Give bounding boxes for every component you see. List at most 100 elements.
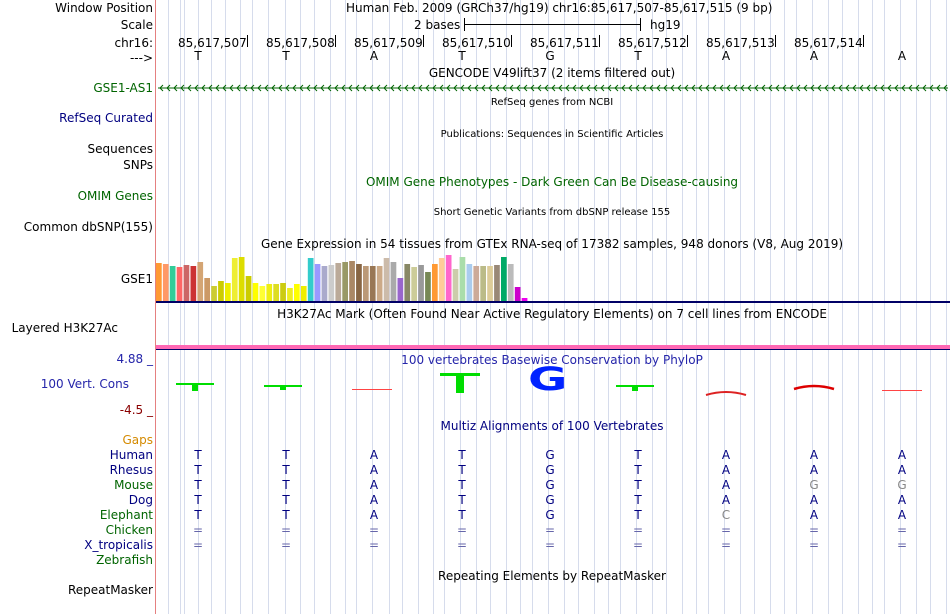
gene-strand-chevron	[201, 84, 206, 92]
ruler-position: 85,617,508	[266, 36, 335, 50]
gene-strand-chevron	[691, 84, 696, 92]
alignment-base: T	[458, 508, 466, 522]
gencode-track-title: GENCODE V49lift37 (2 items filtered out)	[428, 66, 676, 80]
track-label-dbsnp[interactable]: Common dbSNP(155)	[23, 220, 153, 234]
gtex-tissue-bar	[466, 264, 473, 301]
gene-strand-chevron	[642, 84, 647, 92]
scale-text: 2 bases	[414, 18, 461, 32]
gene-strand-chevron	[572, 84, 577, 92]
gene-strand-chevron	[789, 84, 794, 92]
gene-strand-chevron	[404, 84, 409, 92]
alignment-base: =	[544, 523, 556, 537]
gtex-tissue-bar	[156, 263, 162, 301]
species-label-elephant[interactable]: Elephant	[99, 508, 153, 522]
alignment-base: =	[192, 523, 204, 537]
track-label-sequences[interactable]: Sequences	[87, 142, 153, 156]
track-label-snps[interactable]: SNPs	[123, 158, 153, 172]
gtex-tissue-bar	[369, 266, 376, 301]
alignment-base: T	[282, 478, 290, 492]
alignment-base: T	[458, 478, 466, 492]
gene-strand-chevron	[761, 84, 766, 92]
gene-strand-chevron	[796, 84, 801, 92]
gene-strand-chevron	[383, 84, 388, 92]
reference-base: T	[634, 49, 642, 63]
gene-strand-chevron	[873, 84, 878, 92]
h3k27ac-signal-band	[156, 345, 950, 350]
species-label-dog[interactable]: Dog	[128, 493, 153, 507]
gene-strand-chevron	[432, 84, 437, 92]
gene-strand-chevron	[859, 84, 864, 92]
gtex-tissue-bar	[487, 266, 493, 301]
reference-base: T	[458, 49, 466, 63]
gtex-tissue-bar	[425, 272, 431, 301]
gene-strand-chevron	[278, 84, 283, 92]
gtex-tissue-bar	[473, 266, 480, 301]
track-label-conservation[interactable]: 100 Vert. Cons	[40, 377, 129, 391]
alignment-base: =	[368, 523, 380, 537]
gene-strand-chevron	[810, 84, 815, 92]
gse1-as1-gene-line[interactable]	[156, 82, 950, 94]
gene-strand-chevron	[474, 84, 479, 92]
conservation-track-title: 100 vertebrates Basewise Conservation by…	[401, 353, 703, 367]
gtex-tissue-bar	[300, 286, 307, 301]
species-label-chicken[interactable]: Chicken	[105, 523, 153, 537]
alignment-base: =	[632, 523, 644, 537]
gtex-tissue-bar	[197, 262, 204, 301]
repeatmasker-track-title: Repeating Elements by RepeatMasker	[438, 569, 666, 583]
species-label-human[interactable]: Human	[109, 448, 153, 462]
track-label-gaps[interactable]: Gaps	[122, 433, 153, 447]
track-label-repeatmasker[interactable]: RepeatMasker	[67, 583, 153, 597]
gene-strand-chevron	[894, 84, 899, 92]
gene-strand-chevron	[285, 84, 290, 92]
gtex-tissue-bar	[501, 257, 507, 301]
gtex-tissue-bar	[342, 262, 348, 301]
species-label-zebrafish[interactable]: Zebrafish	[96, 553, 153, 567]
alignment-base: T	[634, 463, 642, 477]
track-label-refseq[interactable]: RefSeq Curated	[59, 111, 153, 125]
gtex-tissue-bar	[507, 264, 514, 301]
gtex-expression-bars[interactable]	[156, 254, 536, 302]
gene-strand-chevron	[677, 84, 682, 92]
species-label-mouse[interactable]: Mouse	[114, 478, 153, 492]
gtex-tissue-bar	[404, 264, 411, 301]
gene-strand-chevron	[453, 84, 458, 92]
gtex-tissue-bar	[390, 262, 397, 301]
phylop-conservation-graph[interactable]	[156, 365, 950, 405]
gtex-tissue-bar	[280, 283, 286, 301]
gene-strand-chevron	[726, 84, 731, 92]
gene-strand-chevron	[705, 84, 710, 92]
gene-strand-chevron	[656, 84, 661, 92]
gene-strand-chevron	[845, 84, 850, 92]
reference-base: A	[897, 49, 907, 63]
track-label-gse1-as1[interactable]: GSE1-AS1	[93, 81, 153, 95]
gene-strand-chevron	[495, 84, 500, 92]
gtex-tissue-bar	[418, 265, 424, 301]
dbsnp-track-title: Short Genetic Variants from dbSNP releas…	[433, 207, 671, 218]
track-label-omim[interactable]: OMIM Genes	[77, 189, 153, 203]
omim-track-title: OMIM Gene Phenotypes - Dark Green Can Be…	[365, 175, 739, 189]
ruler-tick	[687, 35, 688, 47]
gene-strand-chevron	[397, 84, 402, 92]
reference-base: A	[721, 49, 731, 63]
gtex-tissue-bar	[162, 264, 169, 301]
gtex-tissue-bar	[459, 257, 466, 301]
gene-strand-chevron	[579, 84, 584, 92]
gtex-tissue-bar	[273, 284, 279, 301]
gene-strand-chevron	[551, 84, 556, 92]
alignment-base: T	[194, 448, 202, 462]
species-label-x_tropicalis[interactable]: X_tropicalis	[84, 538, 153, 552]
reference-base: G	[545, 49, 555, 63]
track-label-h3k27ac[interactable]: Layered H3K27Ac	[11, 321, 118, 335]
alignment-base: =	[896, 538, 908, 552]
gene-strand-chevron	[600, 84, 605, 92]
gene-strand-chevron	[208, 84, 213, 92]
species-label-rhesus[interactable]: Rhesus	[109, 463, 153, 477]
alignment-base: C	[721, 508, 731, 522]
gtex-tissue-bar	[231, 258, 238, 301]
gene-strand-chevron	[313, 84, 318, 92]
gene-strand-chevron	[936, 84, 941, 92]
reference-base: T	[282, 49, 290, 63]
strand-arrow-label[interactable]: --->	[129, 51, 153, 65]
gene-strand-chevron	[411, 84, 416, 92]
track-label-gtex[interactable]: GSE1	[120, 272, 153, 286]
